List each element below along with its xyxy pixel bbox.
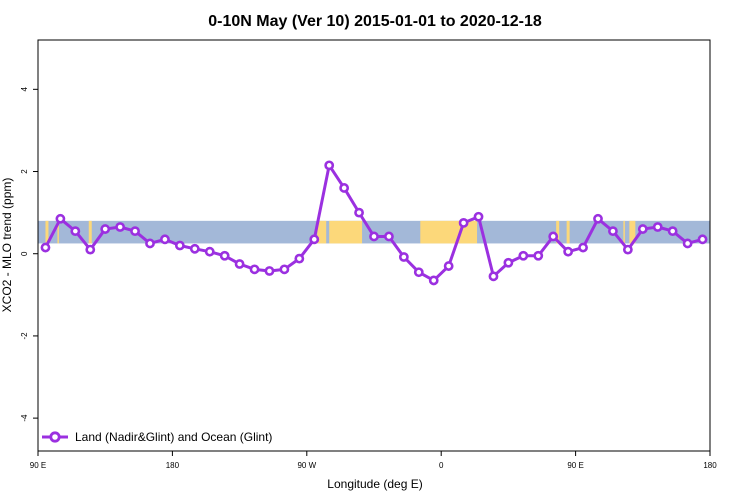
- data-point: [264, 266, 275, 276]
- data-point: [130, 226, 140, 237]
- data-point: [443, 261, 454, 271]
- data-point: [100, 224, 111, 234]
- data-point: [533, 250, 544, 261]
- x-tick-label: 0: [439, 461, 444, 470]
- data-point: [578, 242, 588, 253]
- map-land-region: [623, 220, 625, 244]
- data-point: [682, 238, 693, 249]
- data-point: [55, 213, 66, 224]
- data-point: [40, 242, 51, 253]
- map-land-region: [317, 220, 327, 244]
- data-point: [189, 243, 200, 254]
- data-point: [518, 250, 529, 261]
- legend-label: Land (Nadir&Glint) and Ocean (Glint): [75, 430, 272, 444]
- data-point: [697, 234, 708, 245]
- series-layer: [40, 160, 708, 286]
- data-point: [294, 253, 305, 264]
- x-axis: 90 E 180 90 W 0 90 E 180: [30, 451, 717, 470]
- y-tick-label: 4: [20, 87, 29, 92]
- x-tick-label: 180: [166, 461, 180, 470]
- legend: Land (Nadir&Glint) and Ocean (Glint): [42, 430, 272, 444]
- data-point: [667, 226, 678, 237]
- data-point: [219, 250, 230, 261]
- data-point: [488, 271, 499, 282]
- data-point: [354, 207, 364, 218]
- data-point: [384, 231, 394, 242]
- data-point: [593, 213, 603, 224]
- data-point: [115, 222, 126, 232]
- data-point: [563, 246, 574, 257]
- data-point: [249, 264, 260, 275]
- data-point: [637, 224, 648, 234]
- y-tick-label: -2: [20, 332, 29, 340]
- data-point: [174, 240, 185, 251]
- map-land-region: [45, 220, 49, 244]
- map-land-region: [329, 220, 363, 244]
- data-point: [503, 257, 514, 268]
- x-tick-label: 90 E: [567, 461, 583, 470]
- data-point: [428, 275, 439, 286]
- chart-title: 0-10N May (Ver 10) 2015-01-01 to 2020-12…: [208, 13, 542, 30]
- data-point: [369, 231, 379, 242]
- data-point: [145, 238, 155, 249]
- map-land-region: [566, 220, 570, 244]
- data-point: [85, 244, 96, 255]
- data-point: [70, 226, 81, 237]
- data-point: [160, 234, 170, 245]
- data-point: [309, 234, 320, 245]
- data-point: [413, 267, 424, 278]
- data-point: [608, 226, 618, 237]
- y-tick-label: 0: [20, 251, 29, 256]
- y-axis-label: XCO2 - MLO trend (ppm): [0, 178, 14, 313]
- y-tick-label: -4: [20, 414, 29, 422]
- data-point: [652, 222, 663, 232]
- plot-frame: [37, 39, 711, 452]
- data-point: [548, 231, 559, 242]
- data-point: [398, 252, 409, 262]
- data-point: [473, 211, 484, 222]
- y-axis: -4 -2 0 2 4: [20, 87, 38, 422]
- map-land-region: [629, 220, 636, 244]
- data-point: [622, 244, 633, 255]
- x-tick-label: 90 E: [30, 461, 46, 470]
- x-axis-label: Longitude (deg E): [327, 477, 422, 491]
- data-point: [234, 259, 245, 269]
- map-land-region: [556, 220, 560, 244]
- data-point: [279, 264, 290, 275]
- x-tick-label: 180: [703, 461, 717, 470]
- data-point: [204, 246, 215, 257]
- x-tick-label: 90 W: [297, 461, 316, 470]
- y-tick-label: 2: [20, 169, 29, 174]
- data-point: [324, 160, 335, 171]
- map-land-region: [420, 220, 478, 244]
- map-land-region: [57, 220, 59, 244]
- legend-marker: [49, 431, 61, 443]
- map-land-region: [88, 220, 92, 244]
- data-point: [339, 183, 350, 193]
- data-point: [458, 217, 469, 228]
